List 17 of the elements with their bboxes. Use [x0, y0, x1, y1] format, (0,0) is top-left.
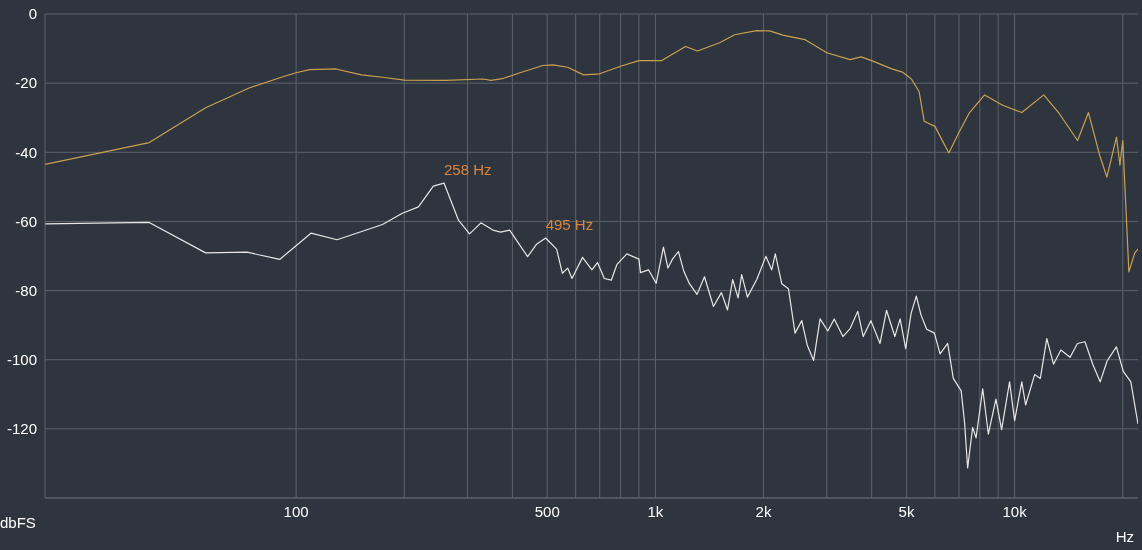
y-tick-label: -100 — [6, 351, 37, 369]
annotation: 495 Hz — [545, 216, 594, 234]
y-tick-label: -60 — [15, 212, 37, 230]
y-tick-label: -80 — [15, 281, 37, 299]
x-tick-label: 100 — [283, 502, 309, 520]
y-tick-label: -120 — [6, 420, 37, 438]
y-tick-label: -40 — [15, 143, 37, 161]
x-tick-label: 500 — [534, 502, 560, 520]
annotation: 258 Hz — [443, 161, 492, 179]
x-tick-label: 5k — [898, 502, 915, 520]
y-axis-title: dbFS — [0, 514, 36, 531]
y-tick-label: 0 — [28, 5, 37, 23]
x-tick-label: 10k — [1002, 502, 1028, 520]
x-tick-label: 2k — [755, 502, 772, 520]
x-tick-label: 1k — [647, 502, 664, 520]
y-tick-label: -20 — [15, 74, 37, 92]
x-axis-title: Hz — [1115, 528, 1134, 545]
